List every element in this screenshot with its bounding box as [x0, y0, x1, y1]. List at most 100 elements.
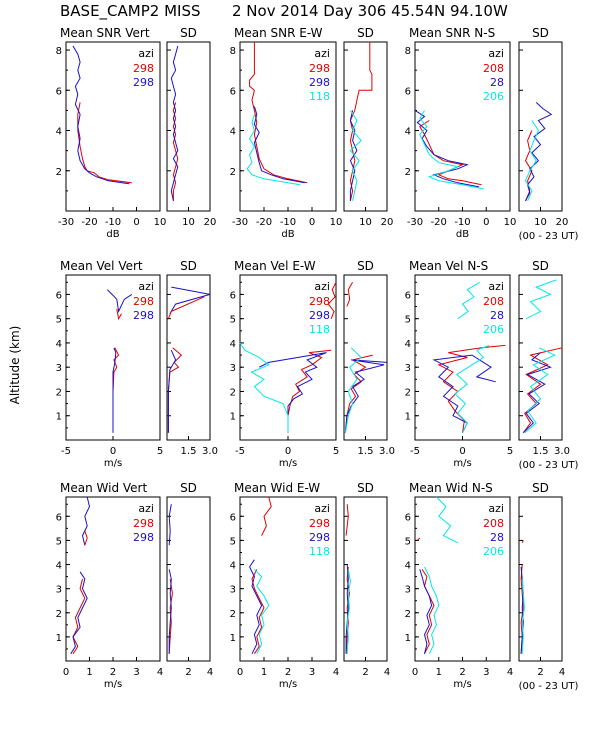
- y-tick-label: 5: [56, 315, 62, 326]
- sd-x-tick-label: 1.5: [358, 446, 374, 457]
- sd-series-line-red: [524, 130, 533, 202]
- sd-series-line-blue: [167, 349, 177, 433]
- x-tick-label: 10: [154, 217, 167, 228]
- series-line-blue: [253, 106, 305, 184]
- legend-header: azi: [314, 502, 330, 515]
- sd-x-tick-label: 3.0: [202, 446, 218, 457]
- mean-panel-title: Mean SNR Vert: [60, 26, 150, 40]
- mean-panel-title: Mean Wid Vert: [60, 481, 147, 495]
- legend-entry-red: 208: [483, 62, 504, 75]
- y-tick-label: 2: [230, 167, 236, 178]
- x-tick-label: -20: [431, 217, 447, 228]
- series-line-cyan: [457, 281, 480, 320]
- mean-panel-title: Mean Vel Vert: [60, 259, 143, 273]
- y-tick-label: 5: [405, 536, 411, 547]
- legend-entry-red: 298: [133, 295, 154, 308]
- sd-panel-title: SD: [180, 26, 197, 40]
- x-tick-label: 0: [483, 217, 489, 228]
- sd-x-tick-label: 1.5: [181, 446, 197, 457]
- series-line-blue: [432, 354, 496, 433]
- sd-panel-title: SD: [532, 481, 549, 495]
- legend-entry-blue: 28: [490, 309, 504, 322]
- x-axis-label: dB: [456, 229, 469, 240]
- sd-x-tick-label: 2: [537, 667, 543, 678]
- y-tick-label: 1: [405, 412, 411, 423]
- sd-panel-frame: [343, 41, 388, 212]
- y-tick-label: 4: [230, 339, 236, 350]
- x-tick-label: -5: [61, 446, 71, 457]
- legend-entry-cyan: 118: [309, 90, 330, 103]
- series-line-blue: [72, 45, 130, 185]
- sd-series-line-red: [346, 282, 354, 307]
- legend-entry-cyan: 118: [309, 323, 330, 336]
- y-tick-label: 3: [230, 363, 236, 374]
- legend-header: azi: [314, 47, 330, 60]
- x-tick-label: -20: [81, 217, 97, 228]
- x-tick-label: 3: [133, 667, 139, 678]
- mean-panel-title: Mean SNR E-W: [234, 26, 323, 40]
- series-line-blue: [414, 109, 480, 188]
- y-tick-label: 5: [56, 536, 62, 547]
- y-tick-label: 1: [405, 633, 411, 644]
- sd-series-line-blue: [345, 564, 349, 654]
- x-tick-label: 5: [507, 446, 513, 457]
- x-tick-label: 3: [483, 667, 489, 678]
- x-tick-label: -10: [105, 217, 121, 228]
- x-tick-label: 0: [285, 446, 291, 457]
- x-tick-label: 0: [309, 217, 315, 228]
- sd-series-line-red: [522, 347, 563, 433]
- station-title: BASE_CAMP2 MISS: [60, 2, 201, 21]
- mean-panel-title: Mean Vel E-W: [234, 259, 316, 273]
- x-tick-label: 1: [86, 667, 92, 678]
- x-tick-label: 0: [412, 667, 418, 678]
- sd-series-line-red: [345, 566, 350, 654]
- legend-header: azi: [138, 502, 154, 515]
- series-line-red: [419, 120, 482, 186]
- y-tick-label: 4: [56, 561, 62, 572]
- legend-header: azi: [138, 280, 154, 293]
- y-tick-label: 5: [230, 315, 236, 326]
- y-tick-label: 1: [230, 412, 236, 423]
- legend-entry-blue: 298: [309, 309, 330, 322]
- series-line-blue: [81, 496, 91, 546]
- y-tick-label: 2: [405, 167, 411, 178]
- x-tick-label: 10: [504, 217, 517, 228]
- y-tick-label: 1: [230, 633, 236, 644]
- time-range-note: (00 - 23 UT): [519, 681, 579, 692]
- x-tick-label: -5: [235, 446, 245, 457]
- x-axis-label: m/s: [279, 458, 297, 469]
- series-line-red: [84, 530, 88, 546]
- series-line-cyan: [246, 114, 301, 186]
- series-line-red: [327, 282, 337, 319]
- sd-series-line-blue: [522, 352, 552, 434]
- sd-x-tick-label: 20: [381, 217, 394, 228]
- series-line-cyan: [454, 344, 490, 433]
- x-tick-label: 0: [110, 446, 116, 457]
- sd-x-tick-label: 1.5: [533, 446, 549, 457]
- x-axis-label: m/s: [279, 679, 297, 690]
- legend-entry-cyan: 206: [483, 323, 504, 336]
- sd-panel-frame: [518, 496, 563, 662]
- sd-series-line-blue: [170, 45, 179, 202]
- sd-series-line-cyan: [525, 279, 557, 320]
- x-tick-label: 0: [133, 217, 139, 228]
- x-tick-label: -30: [58, 217, 74, 228]
- sd-series-line-cyan: [344, 347, 362, 433]
- legend-entry-red: 298: [309, 517, 330, 530]
- y-tick-label: 1: [56, 412, 62, 423]
- x-tick-label: 4: [157, 667, 163, 678]
- mean-panel-title: Mean Wid E-W: [234, 481, 320, 495]
- series-line-blue: [249, 559, 263, 655]
- x-tick-label: 1: [436, 667, 442, 678]
- y-tick-label: 3: [405, 363, 411, 374]
- legend-entry-blue: 298: [133, 309, 154, 322]
- x-tick-label: 5: [333, 446, 339, 457]
- sd-x-tick-label: 10: [534, 217, 547, 228]
- series-line-red: [437, 344, 506, 433]
- series-line-red: [112, 347, 120, 433]
